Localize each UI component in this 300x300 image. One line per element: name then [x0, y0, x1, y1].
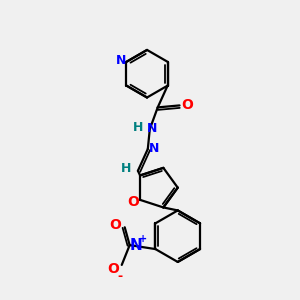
Text: N: N	[147, 122, 157, 135]
Text: N: N	[129, 238, 142, 253]
Text: +: +	[140, 234, 148, 244]
Text: O: O	[127, 195, 139, 209]
Text: O: O	[182, 98, 194, 112]
Text: O: O	[109, 218, 121, 232]
Text: -: -	[117, 270, 122, 283]
Text: N: N	[116, 54, 127, 67]
Text: O: O	[107, 262, 119, 276]
Text: H: H	[133, 121, 143, 134]
Text: N: N	[148, 142, 159, 154]
Text: H: H	[121, 162, 131, 175]
